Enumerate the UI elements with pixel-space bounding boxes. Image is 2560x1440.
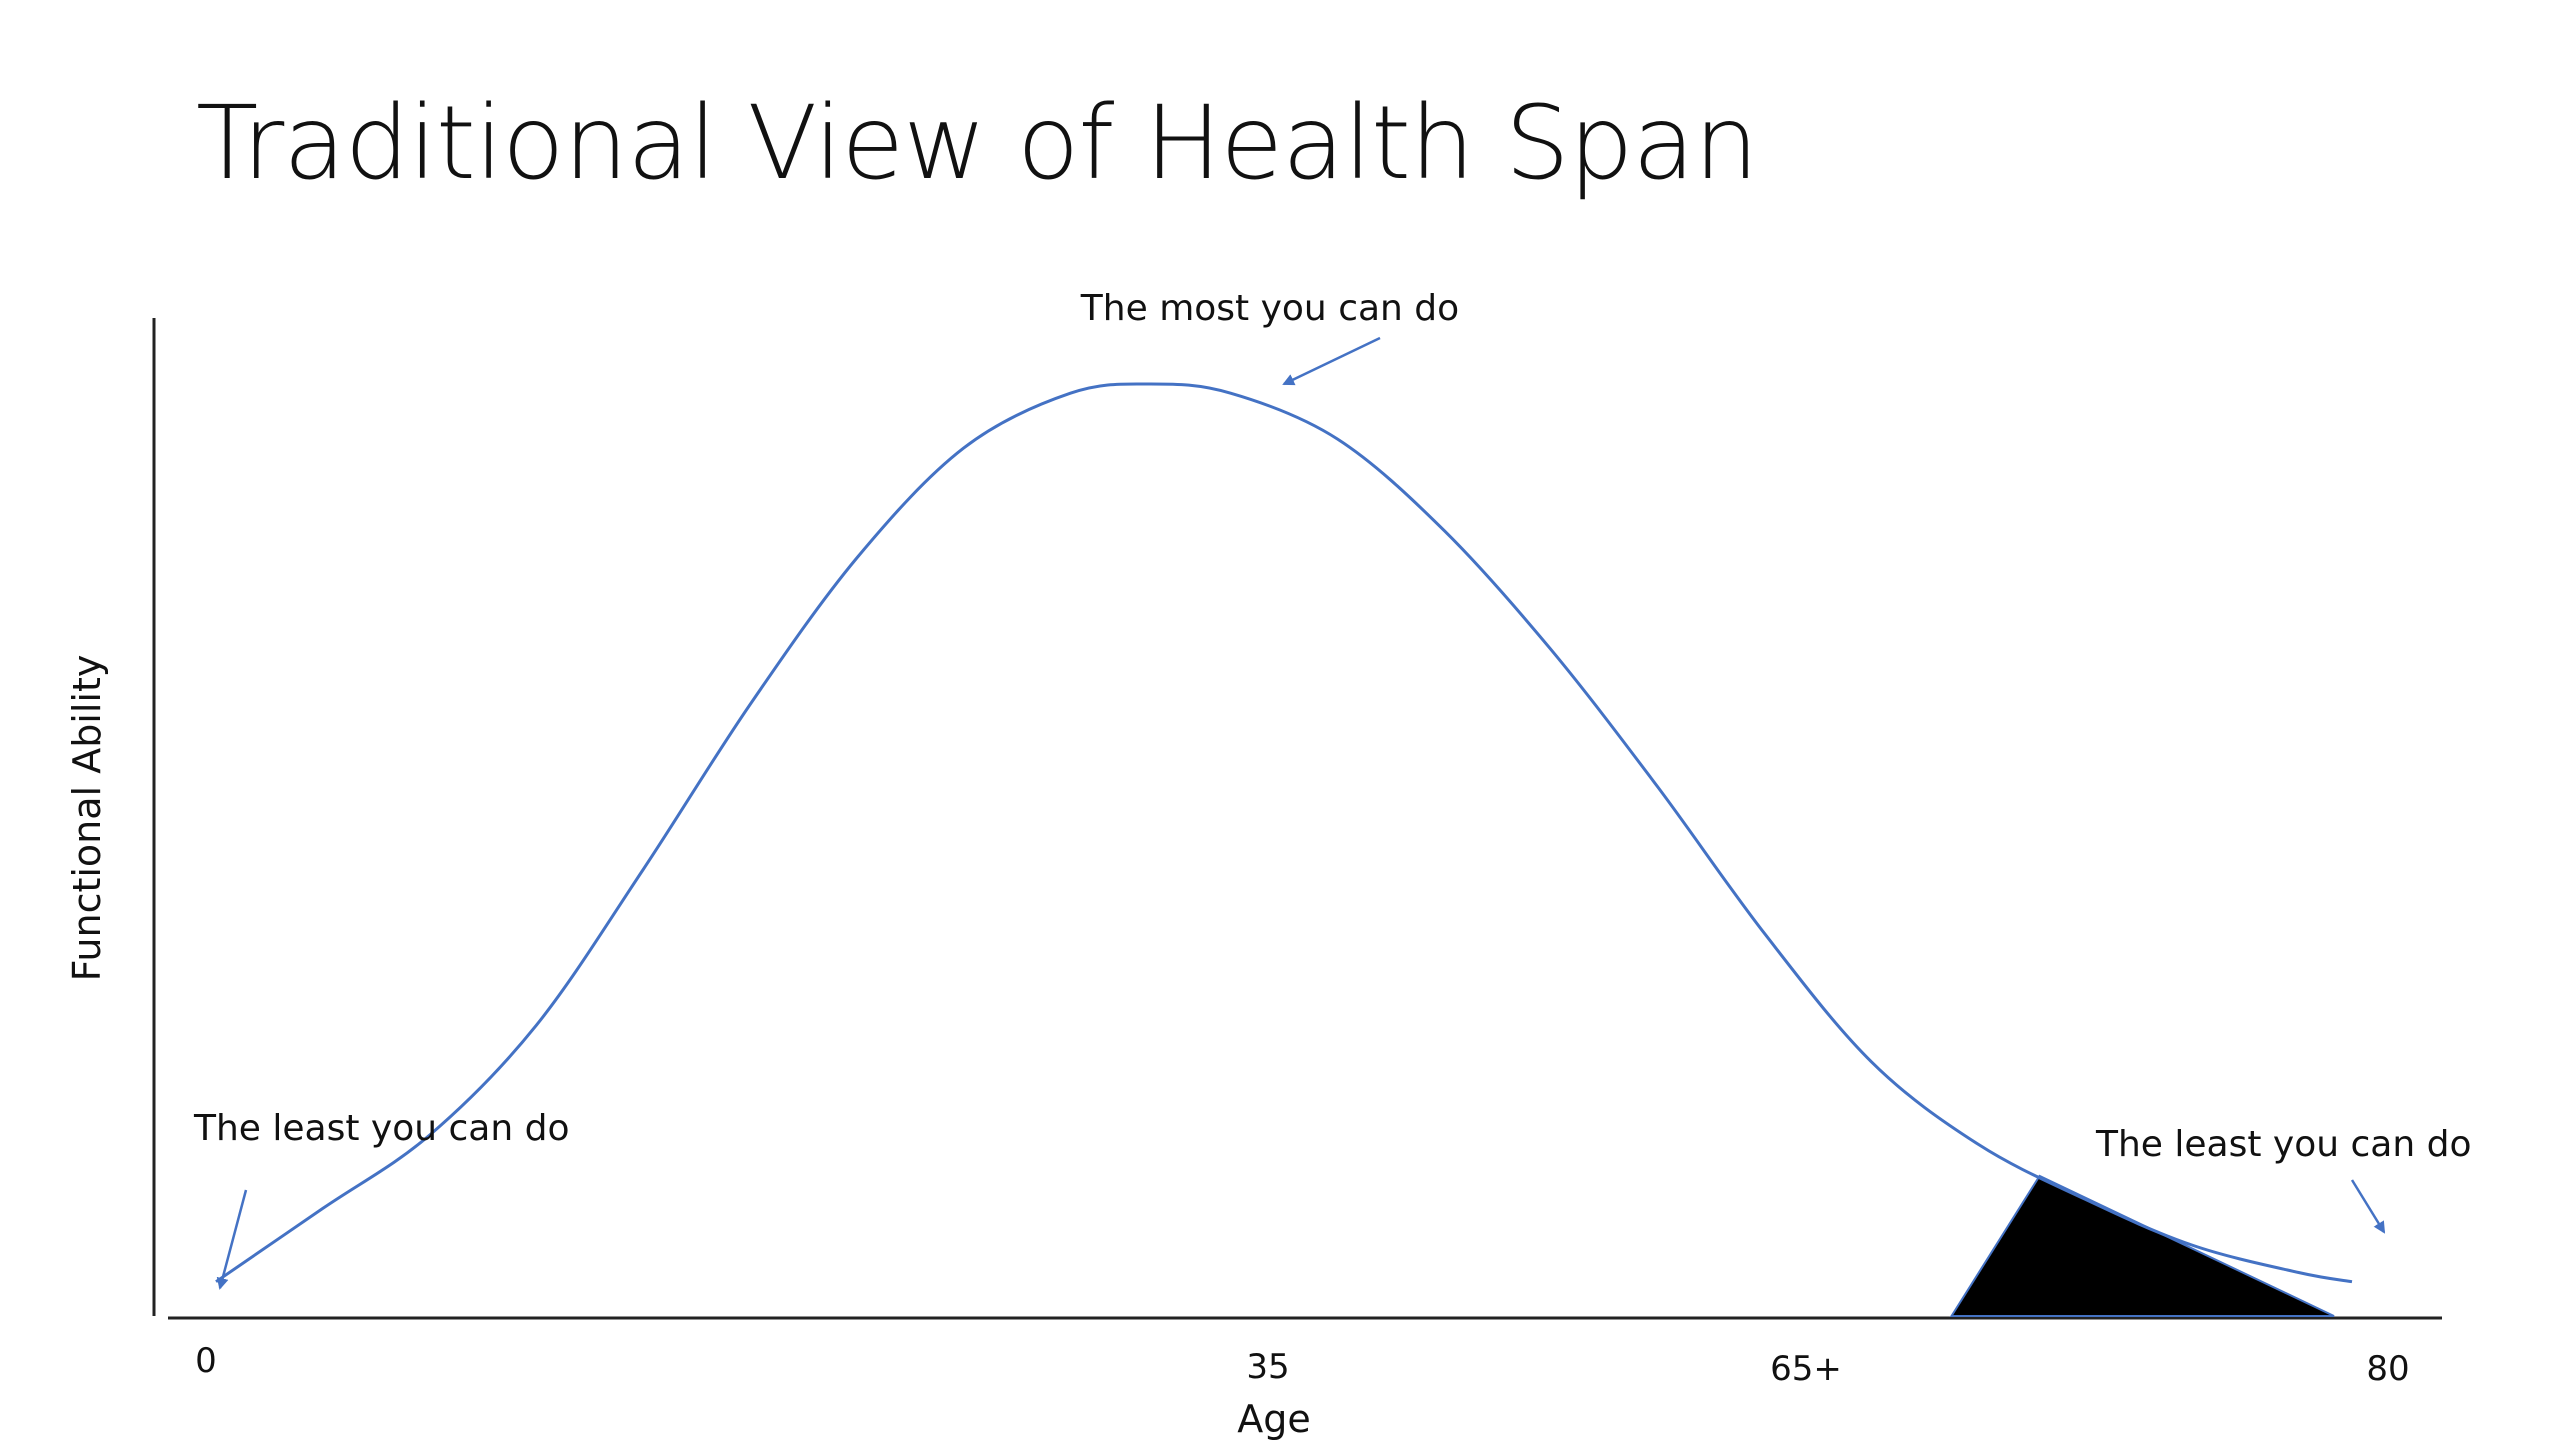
slide-title: Traditional View of Health Span — [196, 84, 1759, 203]
x-axis-label: Age — [1237, 1397, 1311, 1440]
annotation-most: The most you can do — [1080, 288, 1459, 329]
x-tick-label: 0 — [195, 1341, 217, 1381]
annotation-least-right: The least you can do — [2095, 1124, 2472, 1165]
annotation-least-left: The least you can do — [193, 1108, 570, 1149]
functional-ability-curve — [215, 382, 2353, 1284]
y-axis-label: Functional Ability — [65, 655, 109, 982]
x-tick-label: 80 — [2366, 1349, 2409, 1389]
least-left-annotation-arrow — [216, 1189, 248, 1290]
most-annotation-arrow — [1282, 336, 1381, 386]
least-right-annotation-arrow — [2350, 1179, 2386, 1234]
x-tick-label: 35 — [1246, 1347, 1289, 1387]
late-life-decline-wedge — [1949, 1174, 2335, 1317]
x-tick-label: 65+ — [1770, 1349, 1842, 1389]
